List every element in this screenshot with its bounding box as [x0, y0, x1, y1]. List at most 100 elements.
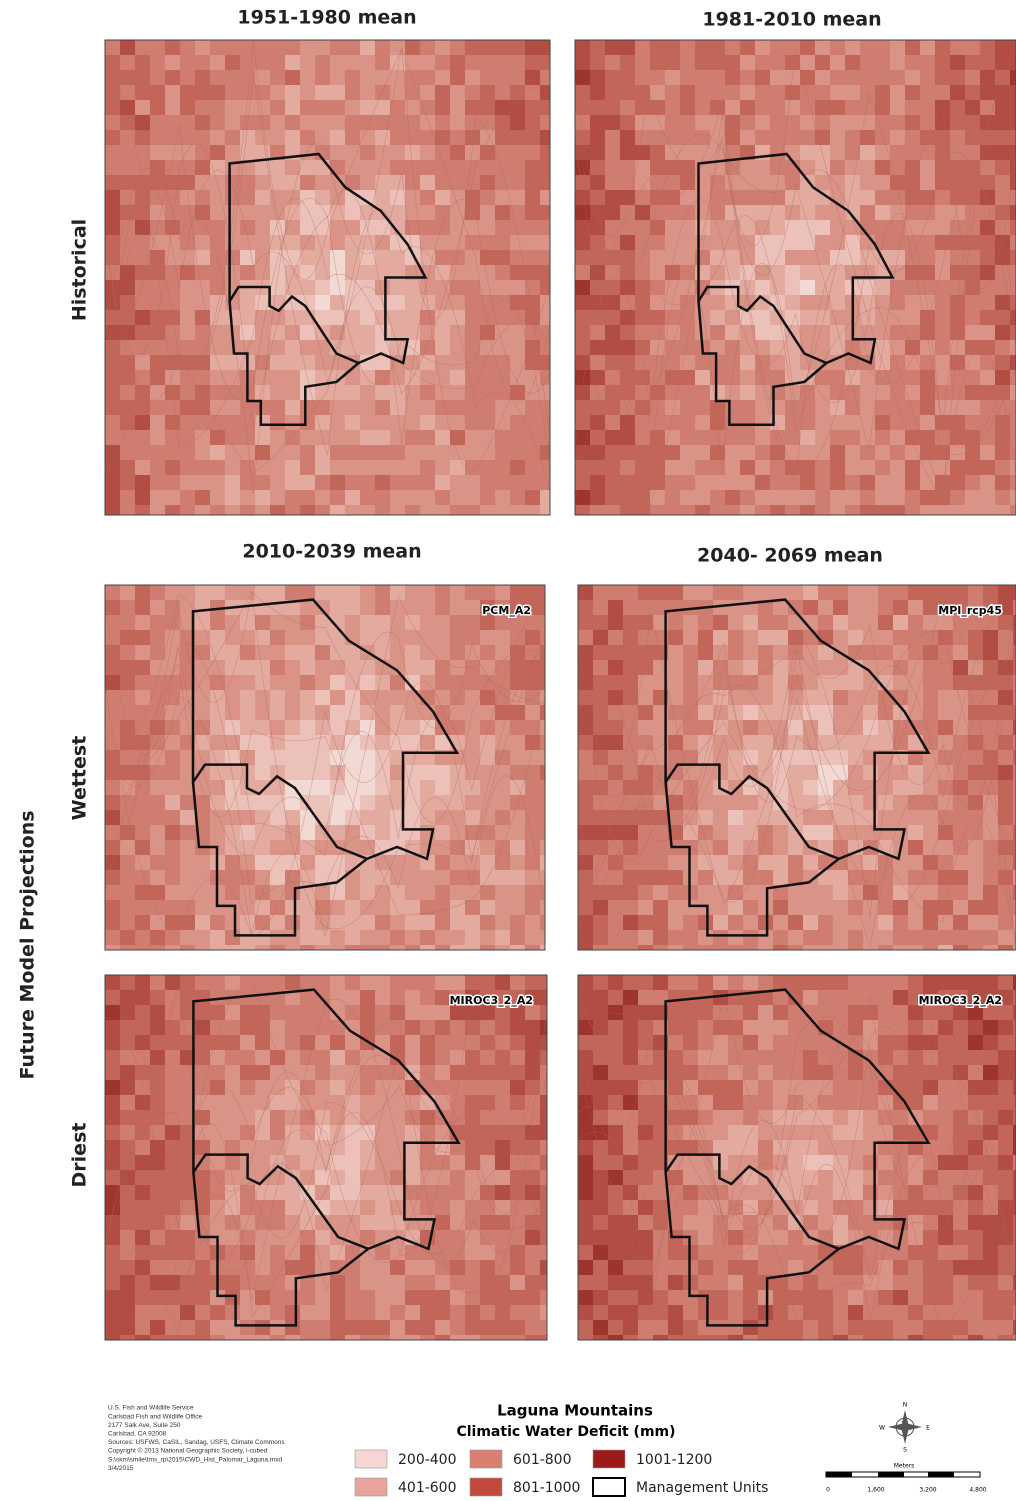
raster-cell	[135, 250, 150, 265]
raster-cell	[495, 475, 510, 490]
raster-cell	[450, 930, 465, 945]
raster-cell	[495, 145, 510, 160]
raster-cell	[848, 1110, 863, 1125]
raster-cell	[728, 585, 743, 600]
raster-cell	[818, 900, 833, 915]
raster-cell	[150, 645, 165, 660]
raster-cell	[210, 1125, 225, 1140]
raster-cell	[860, 40, 875, 55]
raster-cell	[680, 370, 695, 385]
panel-title: 2040- 2069 mean	[697, 545, 883, 567]
raster-cell	[740, 190, 755, 205]
raster-cell	[225, 1110, 240, 1125]
raster-cell	[605, 415, 620, 430]
raster-cell	[788, 765, 803, 780]
raster-cell	[908, 1035, 923, 1050]
raster-cell	[980, 400, 995, 415]
raster-cell	[773, 975, 788, 990]
raster-cell	[405, 490, 420, 505]
raster-cell	[815, 40, 830, 55]
raster-cell	[435, 415, 450, 430]
raster-cell	[285, 720, 300, 735]
raster-cell	[510, 1095, 525, 1110]
raster-cell	[285, 975, 300, 990]
raster-cell	[773, 1080, 788, 1095]
raster-cell	[525, 1215, 540, 1230]
raster-cell	[1010, 475, 1016, 490]
raster-cell	[758, 1110, 773, 1125]
raster-cell	[983, 885, 998, 900]
raster-cell	[420, 600, 435, 615]
raster-cell	[890, 505, 905, 520]
raster-cell	[878, 1305, 893, 1320]
raster-cell	[923, 975, 938, 990]
raster-cell	[240, 1200, 255, 1215]
raster-cell	[695, 460, 710, 475]
raster-cell	[938, 1320, 953, 1335]
raster-cell	[165, 1305, 180, 1320]
row-label: Historical	[69, 219, 91, 321]
raster-cell	[995, 280, 1010, 295]
raster-cell	[965, 325, 980, 340]
raster-cell	[920, 130, 935, 145]
raster-cell	[938, 930, 953, 945]
raster-cell	[875, 160, 890, 175]
raster-cell	[575, 220, 590, 235]
raster-cell	[225, 1275, 240, 1290]
raster-cell	[510, 115, 525, 130]
raster-cell	[120, 385, 135, 400]
raster-cell	[405, 295, 420, 310]
raster-cell	[1010, 400, 1016, 415]
raster-cell	[405, 1035, 420, 1050]
raster-cell	[150, 505, 165, 520]
raster-cell	[150, 1140, 165, 1155]
raster-cell	[345, 585, 360, 600]
raster-cell	[480, 235, 495, 250]
raster-cell	[665, 310, 680, 325]
raster-cell	[968, 870, 983, 885]
raster-cell	[180, 810, 195, 825]
raster-cell	[420, 975, 435, 990]
raster-cell	[983, 705, 998, 720]
raster-cell	[605, 85, 620, 100]
raster-cell	[150, 1020, 165, 1035]
raster-cell	[495, 370, 510, 385]
raster-cell	[830, 460, 845, 475]
raster-cell	[330, 385, 345, 400]
raster-cell	[698, 915, 713, 930]
raster-cell	[345, 900, 360, 915]
raster-cell	[270, 1140, 285, 1155]
raster-cell	[270, 1110, 285, 1125]
raster-cell	[860, 400, 875, 415]
raster-cell	[495, 340, 510, 355]
raster-cell	[510, 750, 525, 765]
raster-cell	[405, 630, 420, 645]
raster-cell	[315, 70, 330, 85]
raster-cell	[495, 100, 510, 115]
raster-cell	[390, 85, 405, 100]
raster-cell	[330, 310, 345, 325]
raster-cell	[953, 1320, 968, 1335]
raster-cell	[893, 1110, 908, 1125]
raster-cell	[668, 585, 683, 600]
raster-cell	[740, 340, 755, 355]
raster-cell	[480, 1290, 495, 1305]
raster-cell	[710, 445, 725, 460]
raster-cell	[135, 945, 150, 960]
raster-cell	[240, 645, 255, 660]
raster-cell	[420, 675, 435, 690]
raster-cell	[495, 460, 510, 475]
raster-cell	[420, 1290, 435, 1305]
raster-cell	[240, 1335, 255, 1350]
raster-cell	[608, 1050, 623, 1065]
raster-cell	[345, 505, 360, 520]
raster-cell	[105, 900, 120, 915]
raster-cell	[713, 1095, 728, 1110]
raster-cell	[150, 1155, 165, 1170]
raster-cell	[725, 475, 740, 490]
raster-cell	[908, 600, 923, 615]
raster-cell	[893, 1215, 908, 1230]
raster-cell	[450, 645, 465, 660]
raster-cell	[315, 250, 330, 265]
raster-cell	[255, 840, 270, 855]
